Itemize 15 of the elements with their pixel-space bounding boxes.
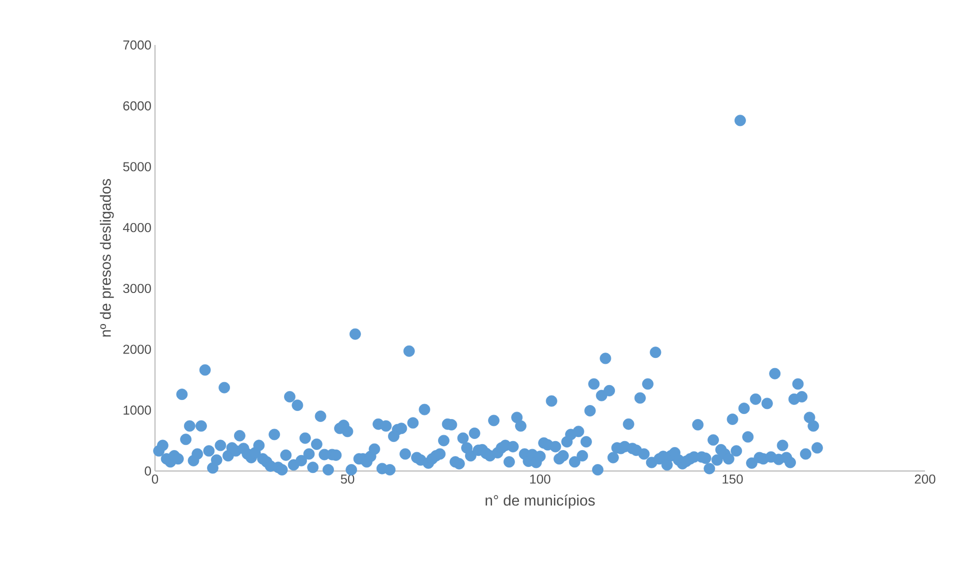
- y-tick-label: 3000: [123, 284, 151, 294]
- y-tick-label: 7000: [123, 40, 151, 50]
- y-tick-label: 2000: [123, 344, 151, 354]
- y-tick-label: 1000: [124, 406, 151, 415]
- x-axis-title: n° de municípios: [486, 494, 595, 509]
- y-tick-label: 5000: [123, 162, 151, 172]
- x-tick-label: 200: [914, 474, 936, 484]
- x-tick-label: 50: [340, 474, 354, 484]
- y-tick-label: 6000: [123, 101, 151, 110]
- x-tick-label: 0: [152, 474, 158, 484]
- x-tick-label: 150: [722, 474, 743, 484]
- y-tick-label: 0: [144, 466, 151, 476]
- y-axis-title: nº de presos desligados: [100, 179, 114, 337]
- x-tick-label: 100: [530, 474, 550, 484]
- y-tick-label: 4000: [122, 222, 151, 232]
